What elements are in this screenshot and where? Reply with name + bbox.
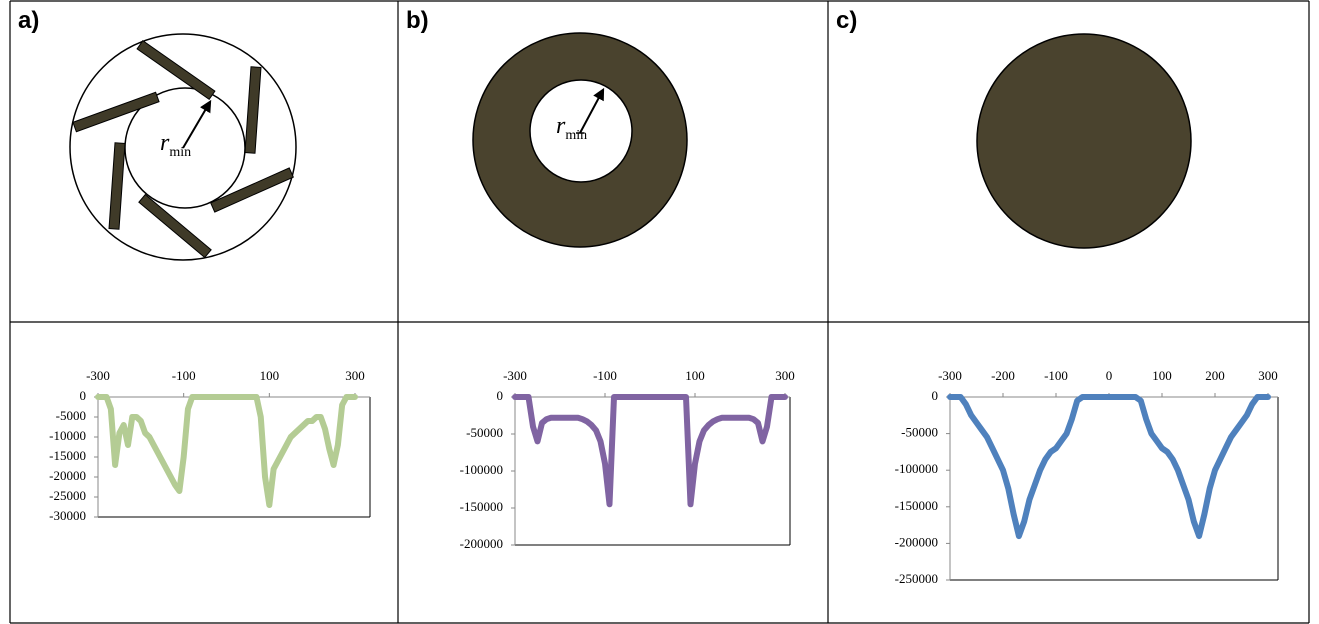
y-tick-label: -50000 [466,425,503,440]
panel-label: a) [18,7,39,34]
y-tick-label: -25000 [49,488,86,503]
y-tick-label: 0 [497,388,504,403]
x-tick-label: 300 [775,368,795,383]
x-tick-label: 300 [1258,368,1278,383]
y-tick-label: -100000 [460,462,503,477]
chart: 0 -50000 -100000 -150000 -200000 -250000 -300 -… [895,368,1278,586]
y-tick-label: -150000 [460,499,503,514]
data-line [515,397,785,504]
y-tick-label: -10000 [49,428,86,443]
figure: a) b) c) rmin rmin 0-5000-10000-15000-20… [0,0,1319,624]
diagram-c [977,34,1191,248]
y-tick-label: -150000 [895,498,938,513]
subscript: min [565,128,587,143]
y-tick-label: -200000 [460,536,503,551]
y-tick-label: -20000 [49,468,86,483]
panel-label: b) [406,7,429,34]
chart: 0 -50000 -100000 -150000 -200000 -300 -100 100 3… [460,368,795,551]
x-tick-label: 0 [1106,368,1113,383]
diagram-b: rmin [473,33,687,247]
y-tick-label: -5000 [56,408,86,423]
page: a) b) c) rmin rmin 0-5000-10000-15000-20… [0,0,1319,624]
data-line [950,397,1268,536]
subscript: min [169,145,191,160]
y-tick-label: -250000 [895,571,938,586]
x-tick-label: -300 [938,368,962,383]
x-tick-label: -300 [86,368,110,383]
y-tick-label: -15000 [49,448,86,463]
y-tick-label: -50000 [901,425,938,440]
x-tick-label: 200 [1205,368,1225,383]
x-tick-label: -100 [1044,368,1068,383]
panel-label: c) [836,7,857,34]
diagram-a: rmin [70,34,296,260]
x-tick-label: -300 [503,368,527,383]
y-tick-label: -200000 [895,534,938,549]
chart: 0 -5000 -10000 -15000 -20000 -25000 -30000 -300… [49,368,370,523]
y-tick-label: -100000 [895,461,938,476]
y-tick-label: 0 [80,388,87,403]
x-tick-label: -100 [172,368,196,383]
x-tick-label: 100 [260,368,280,383]
x-tick-label: -100 [593,368,617,383]
y-tick-label: -30000 [49,508,86,523]
y-tick-label: 0 [932,388,939,403]
x-tick-label: 100 [1152,368,1172,383]
x-tick-label: -200 [991,368,1015,383]
x-tick-label: 100 [685,368,705,383]
data-line [98,397,355,505]
x-tick-label: 300 [345,368,365,383]
